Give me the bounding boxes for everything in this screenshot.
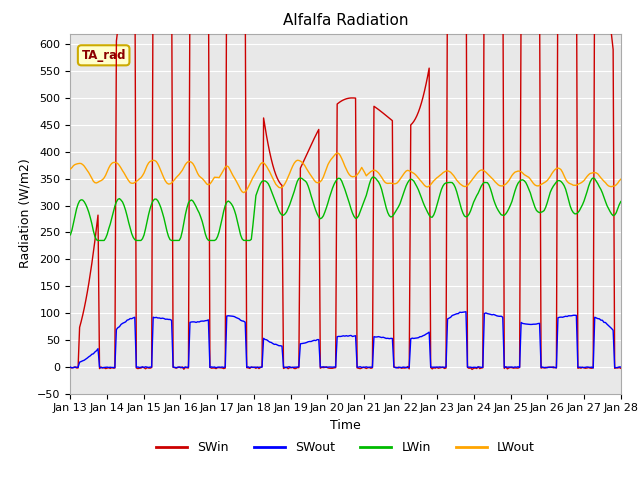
- X-axis label: Time: Time: [330, 419, 361, 432]
- Y-axis label: Radiation (W/m2): Radiation (W/m2): [19, 159, 32, 268]
- Title: Alfalfa Radiation: Alfalfa Radiation: [283, 13, 408, 28]
- Legend: SWin, SWout, LWin, LWout: SWin, SWout, LWin, LWout: [151, 436, 540, 459]
- Text: TA_rad: TA_rad: [81, 49, 126, 62]
